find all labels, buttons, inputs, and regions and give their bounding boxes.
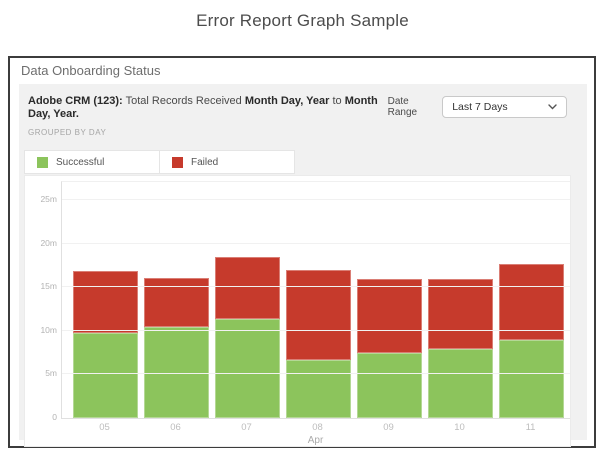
bar-segment-successful[interactable] <box>215 318 280 418</box>
date-range-select[interactable]: Last 7 Days <box>442 96 567 118</box>
y-tick-label: 5m <box>45 368 57 379</box>
legend-item-failed[interactable]: Failed <box>159 150 295 174</box>
bar-segment-successful[interactable] <box>357 353 422 418</box>
bar-segment-successful[interactable] <box>73 332 138 418</box>
bar-08[interactable] <box>286 269 351 418</box>
bar-07[interactable] <box>215 256 280 418</box>
y-tick-label: 10m <box>40 324 57 335</box>
bar-segment-failed[interactable] <box>215 256 280 319</box>
x-axis-title: Apr <box>307 435 324 446</box>
report-header-row: Adobe CRM (123): Total Records Received … <box>19 84 587 137</box>
date-range-selected-value: Last 7 Days <box>452 101 508 113</box>
bar-11[interactable] <box>499 263 564 418</box>
report-title-block: Adobe CRM (123): Total Records Received … <box>28 95 388 137</box>
report-subpanel: Adobe CRM (123): Total Records Received … <box>19 84 587 447</box>
plot-area: 0 5m 10m 15m 20m 25m <box>40 181 570 422</box>
date-range-label: Date Range <box>387 96 418 118</box>
bar-segment-successful[interactable] <box>286 360 351 418</box>
bar-segment-successful[interactable] <box>428 349 493 418</box>
y-tick-label: 25m <box>40 194 57 204</box>
legend-label-successful: Successful <box>56 156 105 168</box>
bar-06[interactable] <box>144 278 209 418</box>
y-tick-label: 15m <box>40 281 57 292</box>
bar-09[interactable] <box>357 279 422 418</box>
bars <box>73 182 564 418</box>
successful-swatch-icon <box>37 156 48 168</box>
report-title: Adobe CRM (123): Total Records Received … <box>28 95 388 121</box>
report-source: Adobe CRM (123): <box>28 95 123 107</box>
bar-05[interactable] <box>73 270 138 418</box>
x-tick-label: 07 <box>241 422 252 433</box>
bar-segment-successful[interactable] <box>144 327 209 418</box>
x-tick-label: 08 <box>312 422 323 433</box>
date-range-control: Date Range Last 7 Days <box>388 96 567 118</box>
gridline <box>62 329 570 331</box>
chart-legend: Successful Failed <box>24 150 587 174</box>
y-tick-label: 20m <box>40 237 57 248</box>
legend-item-successful[interactable]: Successful <box>24 150 160 174</box>
gridline <box>62 373 570 375</box>
report-range-start: Month Day, Year <box>244 95 330 107</box>
x-tick-label: 11 <box>525 422 536 433</box>
bar-segment-successful[interactable] <box>499 339 564 418</box>
x-tick-label: 10 <box>454 422 465 433</box>
legend-label-failed: Failed <box>191 156 219 168</box>
bar-segment-failed[interactable] <box>73 270 138 333</box>
bar-10[interactable] <box>428 279 493 418</box>
x-labels: 05 06 07 08 09 10 11 <box>72 422 563 433</box>
grouped-by-label: GROUPED BY DAY <box>28 128 107 137</box>
report-range-joiner: to <box>329 95 345 107</box>
x-tick-label: 09 <box>383 422 394 433</box>
x-tick-label: 05 <box>99 422 110 433</box>
y-tick-label: 0 <box>52 412 57 422</box>
data-onboarding-panel: Data Onboarding Status Adobe CRM (123): … <box>8 56 596 448</box>
gridline <box>62 242 570 244</box>
bar-segment-failed[interactable] <box>357 279 422 354</box>
report-range-end: Month Day, Year. <box>28 95 378 120</box>
gridline <box>62 286 570 288</box>
failed-swatch-icon <box>172 156 183 168</box>
x-tick-label: 06 <box>170 422 181 433</box>
stacked-bar-chart: 0 5m 10m 15m 20m 25m 05 06 07 08 09 10 11 Apr <box>24 175 571 447</box>
chevron-down-icon <box>548 104 557 110</box>
gridline <box>62 199 570 200</box>
bar-segment-failed[interactable] <box>286 269 351 361</box>
panel-title: Data Onboarding Status <box>21 63 161 78</box>
bar-segment-failed[interactable] <box>499 263 564 340</box>
bar-segment-failed[interactable] <box>428 279 493 350</box>
page-title: Error Report Graph Sample <box>196 11 409 30</box>
report-title-text: Total Records Received <box>122 95 245 107</box>
